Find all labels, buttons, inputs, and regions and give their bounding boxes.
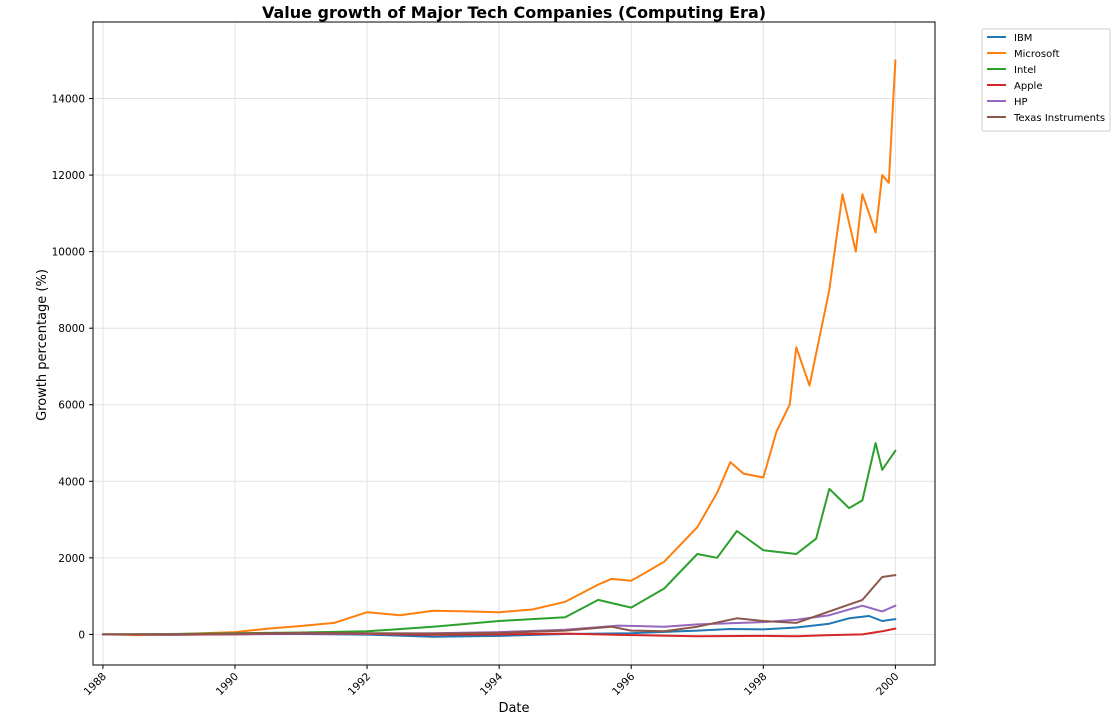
legend-label: Texas Instruments [1013,113,1105,124]
legend-label: Apple [1014,81,1042,92]
y-tick-label: 8000 [58,323,85,335]
y-tick-label: 14000 [52,94,85,106]
y-tick-label: 10000 [52,247,85,259]
y-tick-label: 12000 [52,170,85,182]
legend-label: Microsoft [1014,49,1060,60]
y-tick-label: 0 [78,629,85,641]
y-axis-label: Growth percentage (%) [35,269,50,421]
y-tick-label: 6000 [58,400,85,412]
series-line-texas-instruments [101,574,897,636]
legend-box [981,28,1111,132]
series-line-intel [101,442,897,636]
y-tick-label: 4000 [58,476,85,488]
x-axis-label: Date [498,701,529,715]
legend: IBM Microsoft Intel Apple HP Texas Instrument… [981,28,1111,132]
grid-lines [93,22,935,665]
series-line-microsoft [101,59,897,637]
legend-label: HP [1014,97,1028,108]
y-tick-label: 2000 [58,553,85,565]
series-lines [101,59,897,638]
legend-label: Intel [1014,65,1036,76]
legend-label: IBM [1014,33,1032,44]
plot-frame [92,21,936,666]
chart-title: Value growth of Major Tech Companies (Co… [262,3,766,22]
